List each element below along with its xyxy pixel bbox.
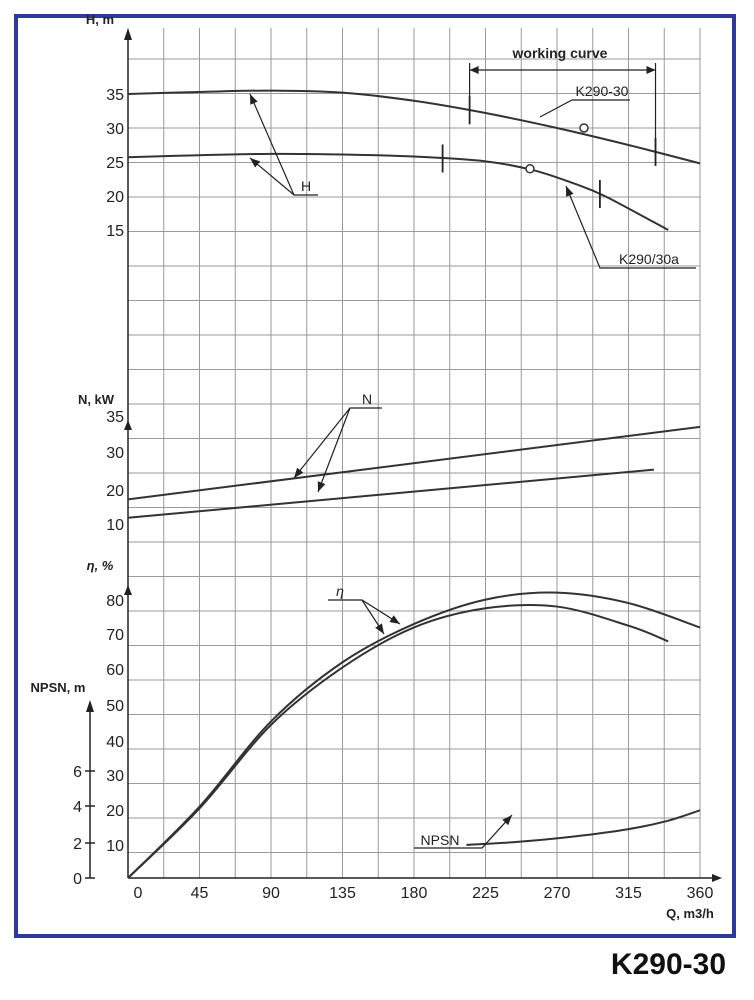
head-curve-0	[127, 89, 701, 165]
head-y-tick-label: 25	[106, 155, 124, 172]
power-y-tick-label: 30	[106, 445, 124, 462]
eta-arrow-1	[389, 615, 400, 624]
npsh-axis-label: NPSN, m	[31, 680, 86, 695]
annotation-npsn: NPSN	[421, 832, 460, 848]
x-tick-label: 270	[544, 885, 571, 902]
x-axis-label: Q, m3/h	[666, 906, 714, 921]
npsh-curve-0	[466, 809, 701, 846]
bracket-arrow-right	[646, 66, 656, 74]
npsn-arrow	[502, 815, 512, 826]
n-arrow-2	[317, 481, 326, 492]
efficiency-axis-label: η, %	[87, 558, 114, 573]
bracket-arrow-left	[469, 66, 479, 74]
efficiency-y-tick-label: 20	[106, 803, 124, 820]
h-arrow-1	[250, 94, 258, 105]
efficiency-y-tick-label: 10	[106, 838, 124, 855]
head-y-tick-label: 15	[106, 223, 124, 240]
annotation-k290-30: K290-30	[576, 83, 629, 99]
npsh-y-tick-label: 6	[73, 764, 82, 781]
power-curve-1	[127, 468, 655, 519]
n-arrow-1	[294, 467, 304, 478]
annotation-working-curve: working curve	[512, 45, 608, 61]
annotation-n: N	[362, 391, 372, 407]
npsh-y-tick-label: 0	[73, 871, 82, 888]
npsn-leader	[414, 814, 513, 849]
power-axis-label: N, kW	[78, 392, 115, 407]
power-y-tick-label: 10	[106, 517, 124, 534]
head-y-tick-label: 20	[106, 189, 124, 206]
efficiency-y-tick-label: 30	[106, 768, 124, 785]
operating-point	[525, 164, 535, 174]
n-leader-2	[317, 407, 351, 493]
x-tick-label: 315	[615, 885, 642, 902]
annotation-h: H	[301, 178, 311, 194]
h-arrow-2	[250, 158, 261, 168]
power-axis-arrow	[124, 420, 132, 430]
x-tick-label: 180	[401, 885, 428, 902]
operating-point	[579, 123, 589, 133]
efficiency-axis-arrow	[124, 585, 132, 595]
power-curve-0	[127, 425, 701, 501]
x-tick-label: 0	[134, 885, 143, 902]
model-caption: K290-30	[610, 948, 726, 981]
k290-30a-leader	[565, 185, 696, 269]
x-tick-label: 225	[472, 885, 499, 902]
head-y-tick-label: 30	[106, 121, 124, 138]
head-curve-1	[127, 152, 669, 231]
x-tick-label: 90	[262, 885, 280, 902]
efficiency-y-tick-label: 60	[106, 662, 124, 679]
eta-arrow-2	[375, 623, 384, 634]
annotation-eta: η	[336, 583, 344, 599]
x-axis-arrow	[712, 874, 722, 882]
k290-30-leader	[539, 99, 630, 118]
efficiency-y-tick-label: 80	[106, 593, 124, 610]
efficiency-y-tick-label: 50	[106, 698, 124, 715]
k290-30a-arrow	[566, 186, 574, 197]
head-y-tick-label: 35	[106, 87, 124, 104]
x-tick-label: 360	[687, 885, 714, 902]
annotation-k290-30a: K290/30a	[619, 251, 679, 267]
x-tick-label: 45	[191, 885, 209, 902]
efficiency-curve-1	[127, 603, 669, 879]
power-y-tick-label: 20	[106, 483, 124, 500]
npsh-axis-arrow	[86, 700, 94, 712]
efficiency-curve-0	[127, 591, 701, 879]
head-axis-label: H, m	[86, 14, 114, 27]
npsh-y-tick-label: 2	[73, 836, 82, 853]
npsh-y-tick-label: 4	[73, 799, 82, 816]
power-y-tick-label: 35	[106, 409, 124, 426]
x-tick-label: 135	[329, 885, 356, 902]
efficiency-y-tick-label: 70	[106, 627, 124, 644]
efficiency-y-tick-label: 40	[106, 734, 124, 751]
y-axis-arrow	[124, 28, 132, 40]
